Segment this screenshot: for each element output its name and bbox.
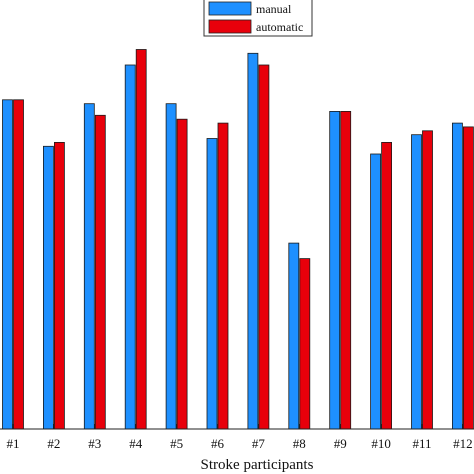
x-tick-label-4: #4 [129, 436, 143, 451]
bar-automatic-12 [462, 126, 474, 430]
bar-automatic-8 [299, 258, 311, 430]
bar-manual-10 [370, 153, 382, 430]
legend: manual automatic [203, 0, 313, 37]
x-tick-label-2: #2 [47, 436, 60, 451]
bar-automatic-9 [340, 111, 352, 430]
bar-automatic-10 [381, 141, 393, 430]
x-tick-label-8: #8 [293, 436, 306, 451]
bar-manual-1 [2, 99, 13, 430]
bars-group [2, 49, 474, 430]
bar-manual-6 [206, 138, 218, 430]
x-tick-label-9: #9 [334, 436, 347, 451]
x-tick-label-6: #6 [211, 436, 225, 451]
x-ticks-group [12, 424, 464, 429]
legend-swatch-automatic [208, 19, 252, 34]
bar-manual-7 [247, 52, 259, 430]
bar-manual-8 [288, 242, 300, 430]
x-tick-label-3: #3 [88, 436, 101, 451]
bar-automatic-1 [13, 99, 24, 430]
x-tick-labels-group: #1 #2 #3 #4 #5 #6 #7 #8 #9 #10 #11 #12 [7, 436, 473, 451]
x-tick-label-5: #5 [170, 436, 183, 451]
legend-label-automatic: automatic [256, 20, 303, 34]
bar-manual-5 [165, 103, 177, 430]
bar-automatic-7 [258, 64, 270, 430]
legend-swatch-manual [208, 1, 252, 16]
x-tick-label-11: #11 [412, 436, 431, 451]
bar-automatic-3 [94, 114, 106, 430]
bar-automatic-4 [135, 49, 147, 430]
bar-manual-11 [411, 134, 422, 430]
x-tick-label-7: #7 [252, 436, 266, 451]
bar-automatic-6 [217, 122, 229, 430]
legend-label-manual: manual [256, 2, 292, 16]
bar-automatic-2 [54, 141, 65, 430]
x-tick-label-10: #10 [371, 436, 391, 451]
bar-manual-3 [83, 103, 95, 430]
x-tick-label-1: #1 [7, 436, 20, 451]
bar-automatic-5 [176, 118, 188, 430]
bar-automatic-11 [422, 130, 433, 430]
bar-manual-9 [329, 111, 341, 430]
bar-manual-12 [451, 122, 463, 430]
bar-manual-2 [43, 145, 54, 430]
x-axis-label: Stroke participants [201, 457, 314, 473]
bar-manual-4 [124, 64, 136, 430]
x-tick-label-12: #12 [453, 436, 473, 451]
